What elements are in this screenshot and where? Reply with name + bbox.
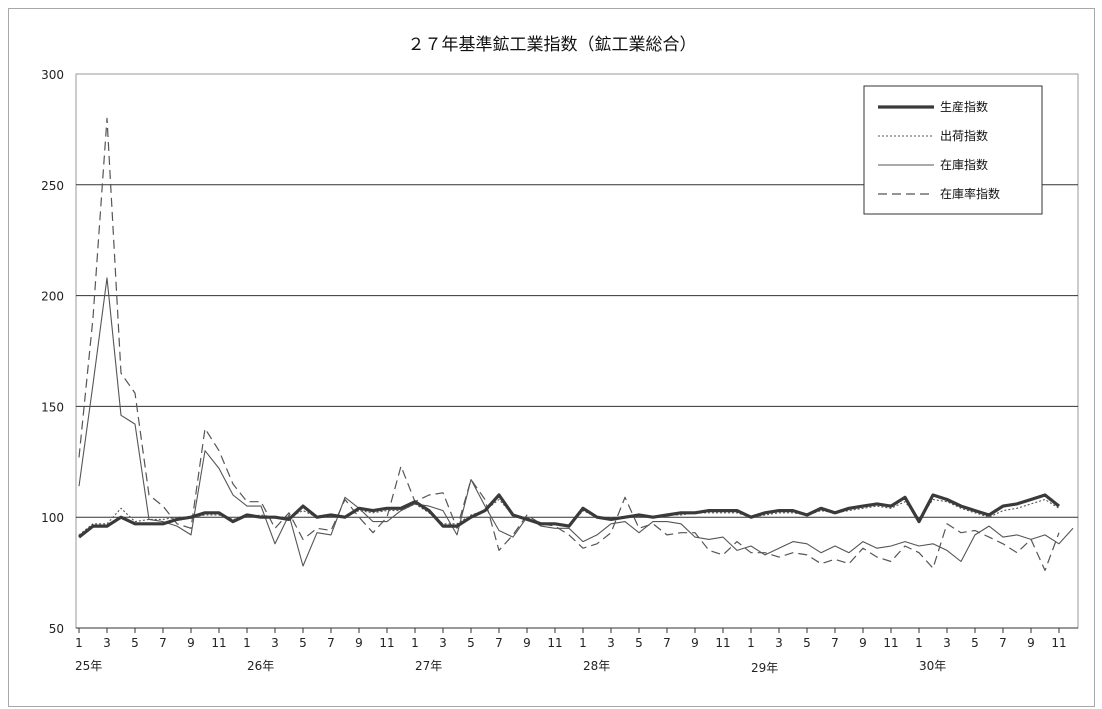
x-tick-label: 3 [439,636,447,650]
x-tick-label: 9 [523,636,531,650]
x-tick-label: 11 [379,636,394,650]
legend-label: 出荷指数 [940,128,988,143]
x-tick-label: 1 [747,636,755,650]
x-tick-label: 9 [691,636,699,650]
year-label: 27年 [415,659,442,673]
x-axis: 1 3 5 7 9 11 1 3 5 7 9 11 1 3 5 7 9 11 1 3 5 7 9 11 1 3 5 7 9 11 1 3 5 7 9… [75,627,1078,675]
x-tick-label: 7 [495,636,503,650]
legend-label: 在庫率指数 [940,186,1000,201]
x-tick-label: 1 [75,636,83,650]
series-line-2 [78,277,1074,567]
x-tick-label: 1 [915,636,923,650]
x-tick-label: 11 [211,636,226,650]
year-label: 30年 [919,659,946,673]
year-label: 25年 [75,659,102,673]
x-tick-label: 7 [831,636,839,650]
x-tick-label: 9 [1027,636,1035,650]
year-label: 28年 [583,659,610,673]
x-tick-label: 9 [859,636,867,650]
y-tick-label: 250 [41,179,64,193]
x-tick-label: 7 [159,636,167,650]
chart-title: ２７年基準鉱工業指数（鉱工業総合） [408,35,697,55]
x-tick-label: 11 [547,636,562,650]
y-tick-label: 200 [41,290,64,304]
series-layer [78,117,1074,572]
x-tick-label: 5 [467,636,475,650]
y-tick-label: 150 [41,400,64,414]
x-tick-label: 1 [579,636,587,650]
x-tick-label: 5 [803,636,811,650]
y-axis: 50 100 150 200 250 300 [41,68,64,636]
legend-label: 在庫指数 [940,157,988,172]
x-tick-label: 3 [943,636,951,650]
x-tick-label: 3 [103,636,111,650]
year-label: 26年 [247,659,274,673]
x-tick-label: 3 [775,636,783,650]
x-tick-label: 11 [883,636,898,650]
x-tick-label: 11 [715,636,730,650]
y-tick-label: 300 [41,68,64,82]
x-tick-label: 5 [299,636,307,650]
x-tick-label: 9 [355,636,363,650]
x-tick-label: 5 [131,636,139,650]
x-tick-label: 1 [243,636,251,650]
legend-label: 生産指数 [940,99,988,114]
x-tick-label: 3 [607,636,615,650]
x-tick-label: 11 [1051,636,1066,650]
x-tick-label: 3 [271,636,279,650]
series-line-3 [78,117,1060,572]
year-label: 29年 [751,661,778,675]
x-tick-label: 1 [411,636,419,650]
x-tick-label: 7 [663,636,671,650]
x-tick-label: 5 [971,636,979,650]
series-line-0 [78,493,1060,539]
y-tick-label: 50 [49,622,64,636]
x-tick-label: 7 [327,636,335,650]
x-tick-label: 7 [999,636,1007,650]
x-tick-label: 9 [187,636,195,650]
y-tick-label: 100 [41,511,64,525]
x-tick-label: 5 [635,636,643,650]
